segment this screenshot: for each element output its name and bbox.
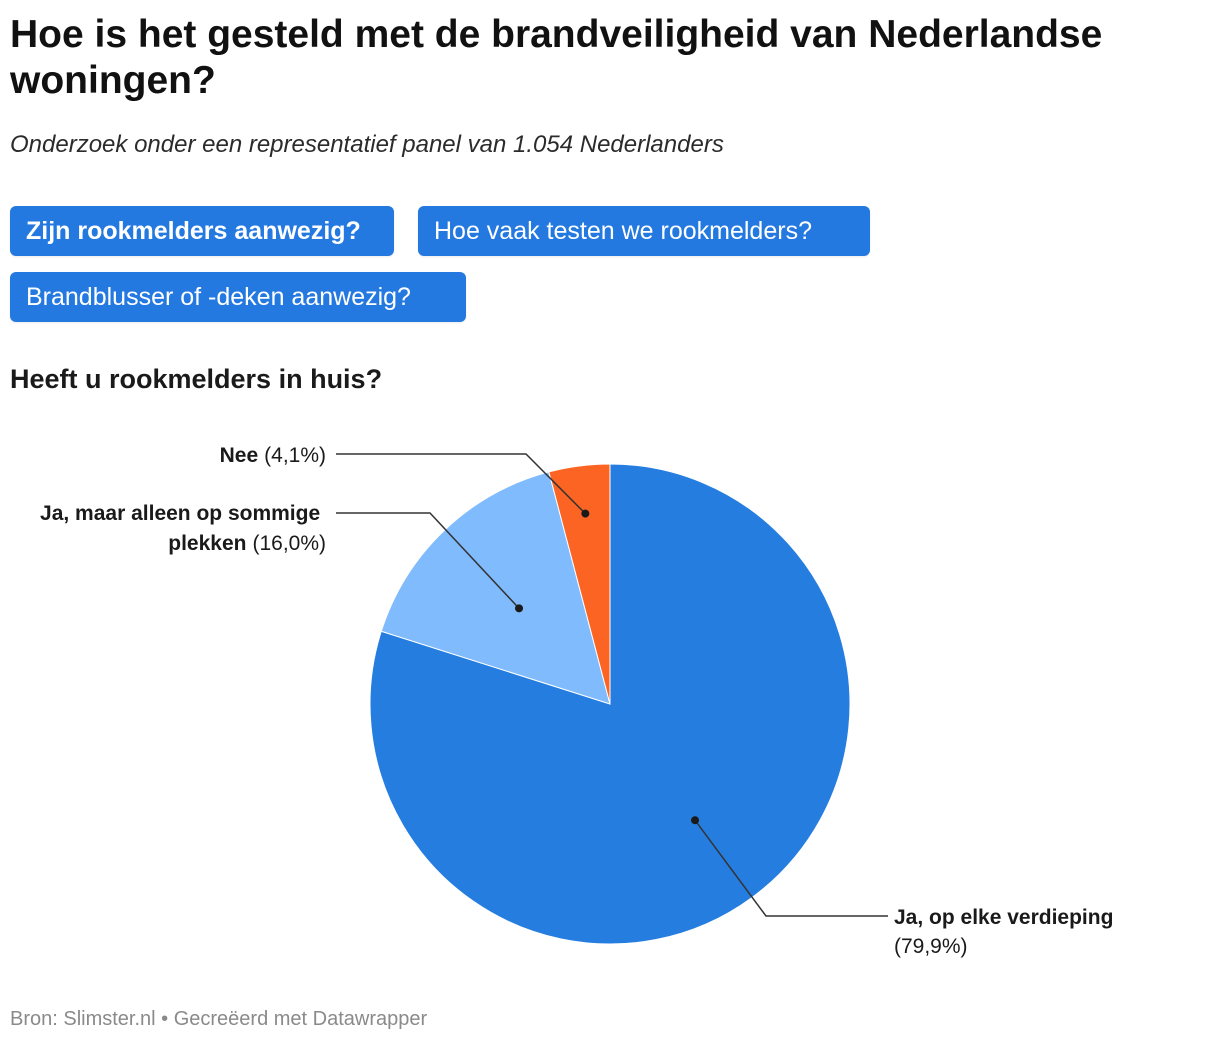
label-elke-name: Ja, op elke verdieping	[894, 906, 1113, 929]
label-sommige-value: (16,0%)	[252, 532, 326, 555]
label-sommige-line1: Ja, maar alleen op sommige	[40, 502, 320, 525]
label-nee-name: Nee	[220, 444, 259, 467]
label-sommige-plekken: Ja, maar alleen op sommige plekken (16,0%…	[40, 502, 326, 555]
slice-nee[interactable]	[548, 463, 611, 705]
tab-rookmelders-testen[interactable]: Hoe vaak testen we rookmelders?	[418, 206, 870, 256]
label-sommige-line2: plekken (16,0%)	[168, 532, 326, 555]
chart-title: Heeft u rookmelders in huis?	[10, 364, 383, 394]
page-subtitle: Onderzoek onder een representatief panel…	[10, 131, 724, 158]
leader-nee	[336, 453, 586, 515]
source-note: Bron: Slimster.nl • Gecreëerd met Datawr…	[10, 1008, 428, 1030]
page-title: Hoe is het gesteld met de brandveilighei…	[10, 13, 1103, 102]
label-elke-verdieping: Ja, op elke verdieping (79,9%)	[894, 906, 1119, 958]
tab-rookmelders-aanwezig[interactable]: Zijn rookmelders aanwezig?	[10, 206, 394, 256]
leader-sommige-plekken	[336, 512, 520, 609]
slice-sommige-plekken[interactable]	[380, 471, 611, 705]
leader-sommige-plekken-dot	[515, 604, 524, 613]
leader-elke-verdieping	[694, 819, 888, 917]
leader-nee-dot	[581, 509, 590, 518]
label-nee-value: (4,1%)	[264, 444, 326, 467]
tab-brandblusser-deken[interactable]: Brandblusser of -deken aanwezig?	[10, 272, 466, 322]
label-elke-value: (79,9%)	[894, 935, 968, 958]
label-nee: Nee (4,1%)	[220, 444, 326, 467]
leader-elke-verdieping-dot	[691, 816, 700, 825]
